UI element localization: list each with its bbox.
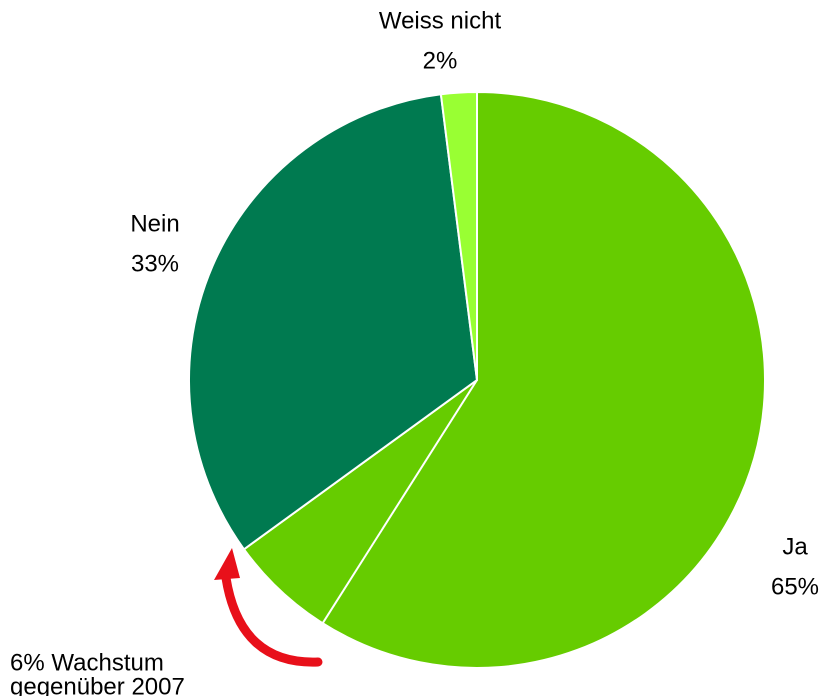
slice-label: Weiss nicht: [379, 7, 502, 34]
annotation: 6% Wachstum: [10, 649, 164, 676]
pie-slice: [242, 90, 766, 669]
slice-value: 33%: [131, 250, 179, 277]
slice-label: Nein: [130, 210, 179, 237]
slice-label: Ja: [782, 533, 808, 560]
pie: [188, 90, 766, 669]
slice-value: 65%: [771, 573, 819, 600]
growth-divider: [321, 379, 478, 624]
pie-slice: [439, 90, 478, 381]
slice-value: 2%: [423, 47, 458, 74]
arrow-head: [214, 548, 240, 580]
arrow: [221, 573, 323, 667]
annotation: gegenüber 2007: [10, 673, 185, 696]
pie-slice: [188, 93, 479, 551]
